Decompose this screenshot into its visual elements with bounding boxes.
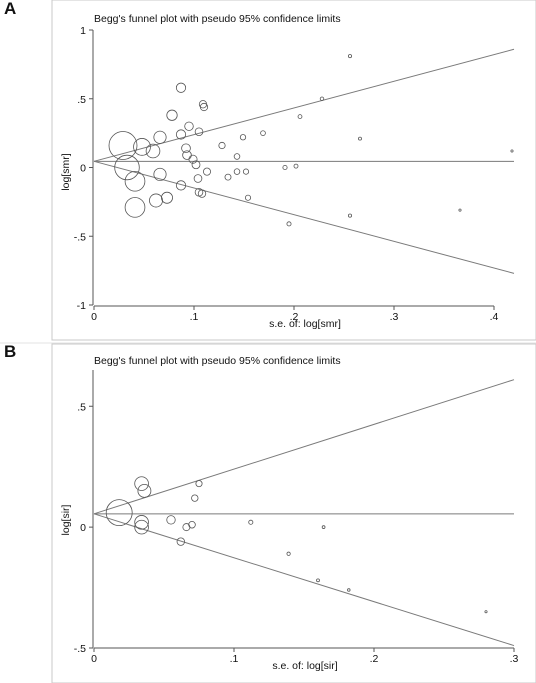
study-point [197,189,207,198]
study-point [484,610,488,614]
x-tick-label: .2 [370,653,379,665]
y-tick-label: -.5 [74,231,86,243]
study-point [348,213,352,218]
study-point [188,520,196,529]
x-tick-label: .4 [490,311,499,323]
panel-b-x-axis-label: s.e. of: log[sir] [272,660,337,672]
x-tick-label: .2 [290,311,299,323]
study-point [175,180,187,191]
panel-a-x-axis-label: s.e. of: log[smr] [269,318,341,330]
study-point [114,154,140,181]
study-point [233,153,241,160]
x-tick-label: .1 [230,653,239,665]
study-point [358,136,362,141]
study-point [316,578,320,583]
study-point [195,480,203,488]
lower-confidence-limit-line [93,160,515,274]
study-point [297,114,303,119]
y-tick-label: -1 [77,300,86,312]
study-point [218,141,226,150]
y-tick-label: 1 [80,25,86,37]
study-point [347,588,351,592]
y-tick-label: -.5 [74,643,86,655]
panel-b-title: Begg's funnel plot with pseudo 95% confi… [94,355,341,367]
study-point [181,143,191,154]
study-point [203,167,211,176]
study-point [134,519,149,535]
panel-a-letter: A [4,0,16,18]
study-point [105,499,133,527]
x-tick-label: .3 [510,653,519,665]
lower-confidence-limit-line [93,513,515,647]
study-point [133,138,151,156]
study-point [166,515,176,525]
study-point [348,54,352,59]
panel-b-letter: B [4,342,16,361]
study-point [244,194,252,201]
study-point [199,102,209,112]
panel-b-plot-area: .5 0 -.5 0 .1 .2 .3 [74,370,519,665]
study-point [224,173,232,181]
y-tick-label: .5 [77,401,86,413]
upper-confidence-limit-line [93,379,515,515]
x-tick-label: .1 [190,311,199,323]
panel-b-y-axis-label: log[sir] [60,504,72,535]
study-point [321,525,326,529]
study-point [319,96,325,101]
study-point [175,129,187,140]
study-point [176,537,185,546]
panel-a: A Begg's funnel plot with pseudo 95% con… [4,0,536,341]
study-point [153,130,167,144]
y-tick-label: 0 [80,163,86,175]
study-point [191,494,199,502]
panel-a-plot-area: 1 .5 0 -.5 -1 0 .1 .2 .3 .4 [74,25,515,323]
study-point [124,197,146,218]
study-point [233,168,241,175]
study-point [161,191,173,204]
y-tick-label: 0 [80,522,86,534]
y-tick-label: .5 [77,94,86,106]
study-point [153,167,167,181]
panel-b: B Begg's funnel plot with pseudo 95% con… [4,342,536,683]
study-point [286,551,291,556]
x-tick-label: 0 [91,311,97,323]
panel-a-title: Begg's funnel plot with pseudo 95% confi… [94,13,341,25]
study-point [137,483,152,498]
study-point [193,174,203,183]
study-point [134,515,149,530]
study-point [166,109,178,121]
panel-a-frame [51,0,536,341]
x-tick-label: 0 [91,653,97,665]
study-point [108,131,138,160]
study-point [149,193,163,208]
study-point [191,160,201,170]
study-point [175,82,187,93]
x-tick-label: .3 [390,311,399,323]
study-point [282,164,288,171]
study-point [124,170,146,192]
study-point [145,143,161,159]
study-point [260,130,266,136]
study-point [242,168,250,175]
panel-b-frame [51,343,536,683]
study-point [194,127,204,137]
study-point [184,121,194,131]
upper-confidence-limit-line [93,48,515,162]
study-point [286,221,292,227]
study-point [510,149,514,153]
study-point [293,163,299,169]
study-point [239,134,247,141]
study-point [458,208,462,212]
study-point [182,150,192,160]
panel-a-y-axis-label: log[smr] [60,153,72,190]
study-point [248,519,254,525]
study-point [188,154,198,164]
study-point [134,476,149,491]
